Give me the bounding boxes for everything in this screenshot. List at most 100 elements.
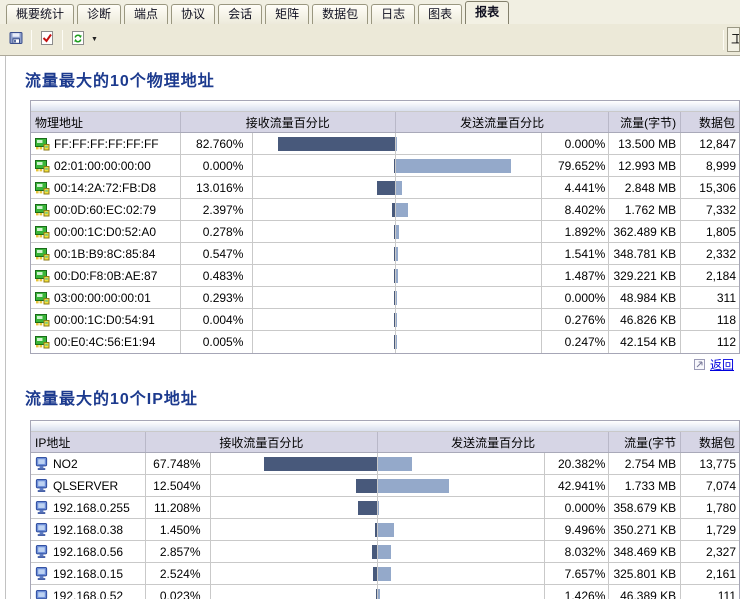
check-icon — [39, 30, 55, 49]
ip-address-table: IP地址 接收流量百分比 发送流量百分比 流量(字节 数据包 NO2 67.748… — [30, 420, 740, 599]
recv-bar — [391, 202, 395, 217]
send-bar-cell — [378, 563, 545, 584]
address-text: 00:1B:B9:8C:85:84 — [54, 246, 156, 261]
tab-conversation[interactable]: 会话 — [218, 4, 263, 24]
tab-log[interactable]: 日志 — [371, 4, 416, 24]
tab-endpoint[interactable]: 端点 — [124, 4, 169, 24]
recv-bar — [358, 500, 378, 515]
send-percent-cell: 9.496% — [545, 519, 610, 540]
table-row[interactable]: NO2 67.748% 20.382% 2.754 MB 13,775 — [31, 453, 739, 475]
traffic-cell: 46.389 KB — [609, 585, 682, 599]
address-text: FF:FF:FF:FF:FF:FF — [54, 136, 159, 151]
recv-percent-cell: 2.524% — [146, 563, 211, 584]
send-percent-cell: 4.441% — [542, 177, 610, 198]
check-report-button[interactable] — [35, 28, 59, 52]
header-recv-percent: 接收流量百分比 — [181, 112, 396, 132]
traffic-cell: 329.221 KB — [609, 265, 682, 286]
tab-summary[interactable]: 概要统计 — [6, 4, 75, 24]
send-percent-cell: 1.487% — [542, 265, 610, 286]
send-bar-cell — [378, 541, 545, 562]
corner-icon[interactable] — [693, 359, 705, 370]
table-footer: 返回 — [30, 357, 734, 372]
refresh-dropdown-caret[interactable]: ▼ — [91, 36, 98, 43]
recv-bar — [393, 268, 395, 283]
toolbar-separator — [723, 29, 724, 50]
traffic-cell: 1.762 MB — [609, 199, 682, 220]
table-row[interactable]: 192.168.0.15 2.524% 7.657% 325.801 KB 2,161 — [31, 563, 739, 585]
recv-bar — [372, 544, 378, 559]
packets-cell: 7,332 — [705, 202, 736, 217]
address-text: 02:01:00:00:00:00 — [54, 158, 151, 173]
recv-bar-cell — [253, 287, 396, 308]
table-body: FF:FF:FF:FF:FF:FF 82.760% 0.000% 13.500 MB 1… — [31, 133, 739, 353]
address-cell: 192.168.0.52 — [31, 585, 146, 599]
tab-diagnosis[interactable]: 诊断 — [77, 4, 122, 24]
address-text: 00:0D:60:EC:02:79 — [54, 202, 157, 217]
section-title: 流量最大的10个IP地址 — [25, 391, 198, 408]
table-row[interactable]: 192.168.0.38 1.450% 9.496% 350.271 KB 1,729 — [31, 519, 739, 541]
table-row[interactable]: 00:00:1C:D0:52:A0 0.278% 1.892% 362.489 KB 1… — [31, 221, 739, 243]
save-report-button[interactable] — [4, 28, 28, 52]
send-percent-cell: 79.652% — [542, 155, 610, 176]
tab-protocol[interactable]: 协议 — [171, 4, 216, 24]
address-cell: 00:1B:B9:8C:85:84 — [31, 243, 181, 264]
table-row[interactable]: 00:0D:60:EC:02:79 2.397% 8.402% 1.762 MB 7,3… — [31, 199, 739, 221]
tab-bar: 概要统计 诊断 端点 协议 会话 矩阵 数据包 日志 图表 报表 — [0, 0, 740, 24]
table-row[interactable]: 03:00:00:00:00:01 0.293% 0.000% 48.984 KB 31… — [31, 287, 739, 309]
table-row[interactable]: QLSERVER 12.504% 42.941% 1.733 MB 7,074 — [31, 475, 739, 497]
table-top-strip — [31, 421, 739, 432]
refresh-report-button[interactable] — [66, 28, 90, 52]
send-percent-cell: 0.000% — [545, 497, 610, 518]
table-row[interactable]: 00:14:2A:72:FB:D8 13.016% 4.441% 2.848 MB 15… — [31, 177, 739, 199]
table-row[interactable]: 02:01:00:00:00:00 0.000% 79.652% 12.993 MB 8… — [31, 155, 739, 177]
tab-chart[interactable]: 图表 — [418, 4, 463, 24]
send-bar-cell — [395, 155, 542, 176]
table-row[interactable]: 00:D0:F8:0B:AE:87 0.483% 1.487% 329.221 KB 2… — [31, 265, 739, 287]
nic-icon — [34, 269, 50, 283]
recv-percent-cell: 2.397% — [181, 199, 254, 220]
traffic-cell: 12.993 MB — [609, 155, 682, 176]
recv-bar — [374, 522, 378, 537]
back-link[interactable]: 返回 — [709, 358, 734, 372]
recv-bar-cell — [253, 309, 396, 330]
send-bar — [395, 136, 397, 151]
recv-percent-cell: 0.023% — [146, 585, 211, 599]
send-bar-cell — [395, 199, 542, 220]
tab-report[interactable]: 报表 — [465, 1, 510, 24]
table-row[interactable]: FF:FF:FF:FF:FF:FF 82.760% 0.000% 13.500 MB 1… — [31, 133, 739, 155]
send-bar-cell — [378, 585, 545, 599]
recv-bar — [393, 335, 395, 349]
address-cell: FF:FF:FF:FF:FF:FF — [31, 133, 181, 154]
packets-cell: 8,999 — [705, 158, 736, 173]
tab-packet[interactable]: 数据包 — [312, 4, 369, 24]
packets-cell: 2,184 — [705, 268, 736, 283]
toolbar-overflow-button[interactable]: 工 — [727, 27, 740, 52]
table-row[interactable]: 192.168.0.52 0.023% 1.426% 46.389 KB 111 — [31, 585, 739, 599]
send-bar — [395, 268, 399, 283]
send-bar — [395, 158, 512, 173]
send-percent-cell: 0.000% — [542, 287, 610, 308]
table-row[interactable]: 00:E0:4C:56:E1:94 0.005% 0.247% 42.154 KB 11… — [31, 331, 739, 353]
nic-icon — [34, 247, 50, 261]
tab-matrix[interactable]: 矩阵 — [265, 4, 310, 24]
address-text: 00:D0:F8:0B:AE:87 — [54, 268, 158, 283]
send-bar — [378, 478, 450, 493]
table-row[interactable]: 192.168.0.56 2.857% 8.032% 348.469 KB 2,327 — [31, 541, 739, 563]
nic-icon — [34, 137, 50, 151]
send-bar — [395, 180, 403, 195]
report-page: 流量最大的10个物理地址 物理地址 接收流量百分比 发送流量百分比 流量(字节)… — [5, 56, 740, 599]
header-traffic: 流量(字节) — [609, 112, 682, 132]
recv-bar — [393, 246, 395, 261]
traffic-cell: 1.733 MB — [609, 475, 682, 496]
recv-bar — [264, 456, 378, 471]
recv-percent-cell: 0.005% — [181, 331, 254, 353]
table-row[interactable]: 00:00:1C:D0:54:91 0.004% 0.276% 46.826 KB 11… — [31, 309, 739, 331]
packets-cell: 7,074 — [705, 478, 737, 493]
recv-percent-cell: 82.760% — [181, 133, 254, 154]
table-row[interactable]: 00:1B:B9:8C:85:84 0.547% 1.541% 348.781 KB 2… — [31, 243, 739, 265]
send-bar-cell — [395, 177, 542, 198]
send-percent-cell: 42.941% — [545, 475, 610, 496]
table-row[interactable]: 192.168.0.255 11.208% 0.000% 358.679 KB 1,78… — [31, 497, 739, 519]
traffic-cell: 42.154 KB — [609, 331, 682, 353]
address-cell: 03:00:00:00:00:01 — [31, 287, 181, 308]
